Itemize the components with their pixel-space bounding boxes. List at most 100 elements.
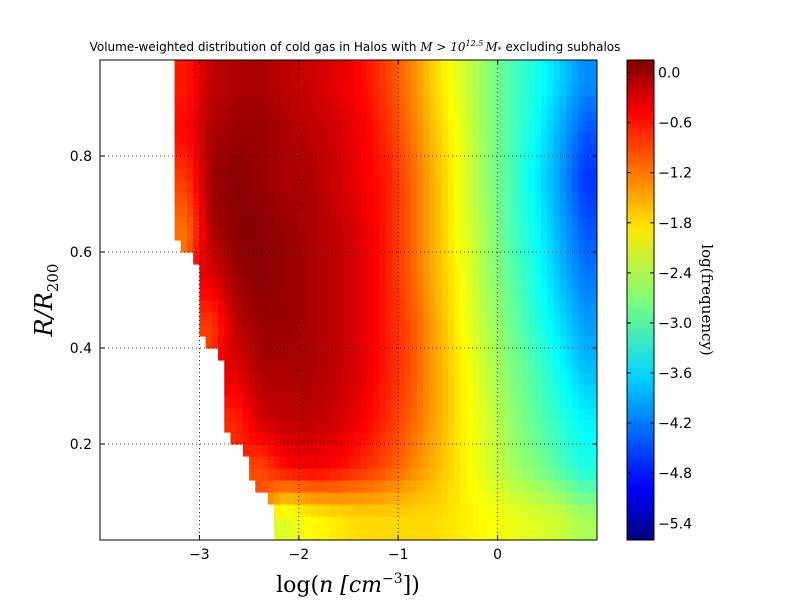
heatmap-cell [298,240,306,253]
heatmap-cell [348,444,356,457]
heatmap-cell [578,348,586,361]
heatmap-cell [416,264,424,277]
heatmap-cell [273,348,281,361]
heatmap-cell [541,384,548,397]
heatmap-cell [541,444,548,457]
heatmap-cell [435,492,443,505]
heatmap-cell [510,372,517,385]
heatmap-cell [385,180,393,193]
heatmap-cell [211,120,219,133]
heatmap-cell [261,204,269,217]
heatmap-cell [385,492,393,505]
heatmap-cell [354,108,362,121]
heatmap-cell [354,516,362,529]
colorbar-tick-label: 0.0 [658,66,680,82]
heatmap-cell [261,396,269,409]
heatmap-cell [578,156,586,169]
heatmap-cell [510,144,517,157]
heatmap-cell [578,84,586,97]
heatmap-cell [416,312,424,325]
heatmap-cell [578,228,586,241]
heatmap-cell [236,180,244,193]
heatmap-cell [218,204,225,217]
heatmap-cell [317,96,325,109]
heatmap-cell [311,504,319,517]
heatmap-cell [329,492,337,505]
heatmap-cell [348,288,356,301]
heatmap-cell [590,396,597,409]
heatmap-cell [342,144,350,157]
heatmap-cell [466,300,474,313]
heatmap-cell [578,204,586,217]
heatmap-cell [391,360,399,373]
heatmap-cell [522,528,530,540]
heatmap-cell [559,216,567,229]
heatmap-cell [404,396,412,409]
heatmap-cell [447,264,455,277]
heatmap-cell [565,108,573,121]
heatmap-cell [305,468,312,481]
heatmap-cell [410,456,418,469]
heatmap-cell [298,204,306,217]
heatmap-cell [416,276,424,289]
heatmap-cell [286,192,294,205]
heatmap-cell [379,528,387,540]
heatmap-cell [305,348,312,361]
heatmap-cell [522,180,530,193]
heatmap-cell [354,288,362,301]
heatmap-cell [553,444,561,457]
heatmap-cell [534,360,542,373]
heatmap-cell [435,300,443,313]
heatmap-cell [298,120,306,133]
heatmap-cell [547,276,555,289]
heatmap-cell [441,216,449,229]
heatmap-cell [478,168,486,181]
heatmap-cell [329,276,337,289]
heatmap-cell [242,264,250,277]
heatmap-cell [336,348,343,361]
heatmap-cell [336,84,343,97]
heatmap-cell [292,132,300,145]
heatmap-cell [534,420,542,433]
heatmap-cell [404,300,412,313]
heatmap-cell [280,336,287,349]
heatmap-cell [373,96,381,109]
heatmap-cell [547,192,555,205]
heatmap-cell [572,468,579,481]
heatmap-cell [454,180,461,193]
heatmap-cell [336,336,343,349]
heatmap-cell [385,252,393,265]
heatmap-cell [348,408,356,421]
heatmap-cell [416,456,424,469]
heatmap-cell [584,300,592,313]
heatmap-cell [472,72,480,85]
heatmap-cell [391,420,399,433]
heatmap-cell [572,240,579,253]
heatmap-cell [429,84,437,97]
heatmap-cell [435,372,443,385]
heatmap-cell [292,108,300,121]
heatmap-cell [466,120,474,133]
colorbar-tick-label: −4.2 [658,416,692,432]
heatmap-cell [410,492,418,505]
heatmap-cell [224,120,232,133]
heatmap-cell [553,396,561,409]
heatmap-cell [460,132,468,145]
heatmap-cell [416,360,424,373]
heatmap-cell [236,336,244,349]
heatmap-cell [298,60,306,73]
heatmap-cell [236,120,244,133]
heatmap-cell [447,384,455,397]
heatmap-cell [485,492,492,505]
heatmap-cell [559,180,567,193]
heatmap-cell [584,288,592,301]
heatmap-cell [342,72,350,85]
heatmap-cell [317,240,325,253]
heatmap-cell [255,132,263,145]
heatmap-cell [485,348,492,361]
heatmap-cell [466,276,474,289]
heatmap-cell [360,456,368,469]
heatmap-cell [559,168,567,181]
heatmap-cell [497,480,505,493]
heatmap-cell [466,60,474,73]
